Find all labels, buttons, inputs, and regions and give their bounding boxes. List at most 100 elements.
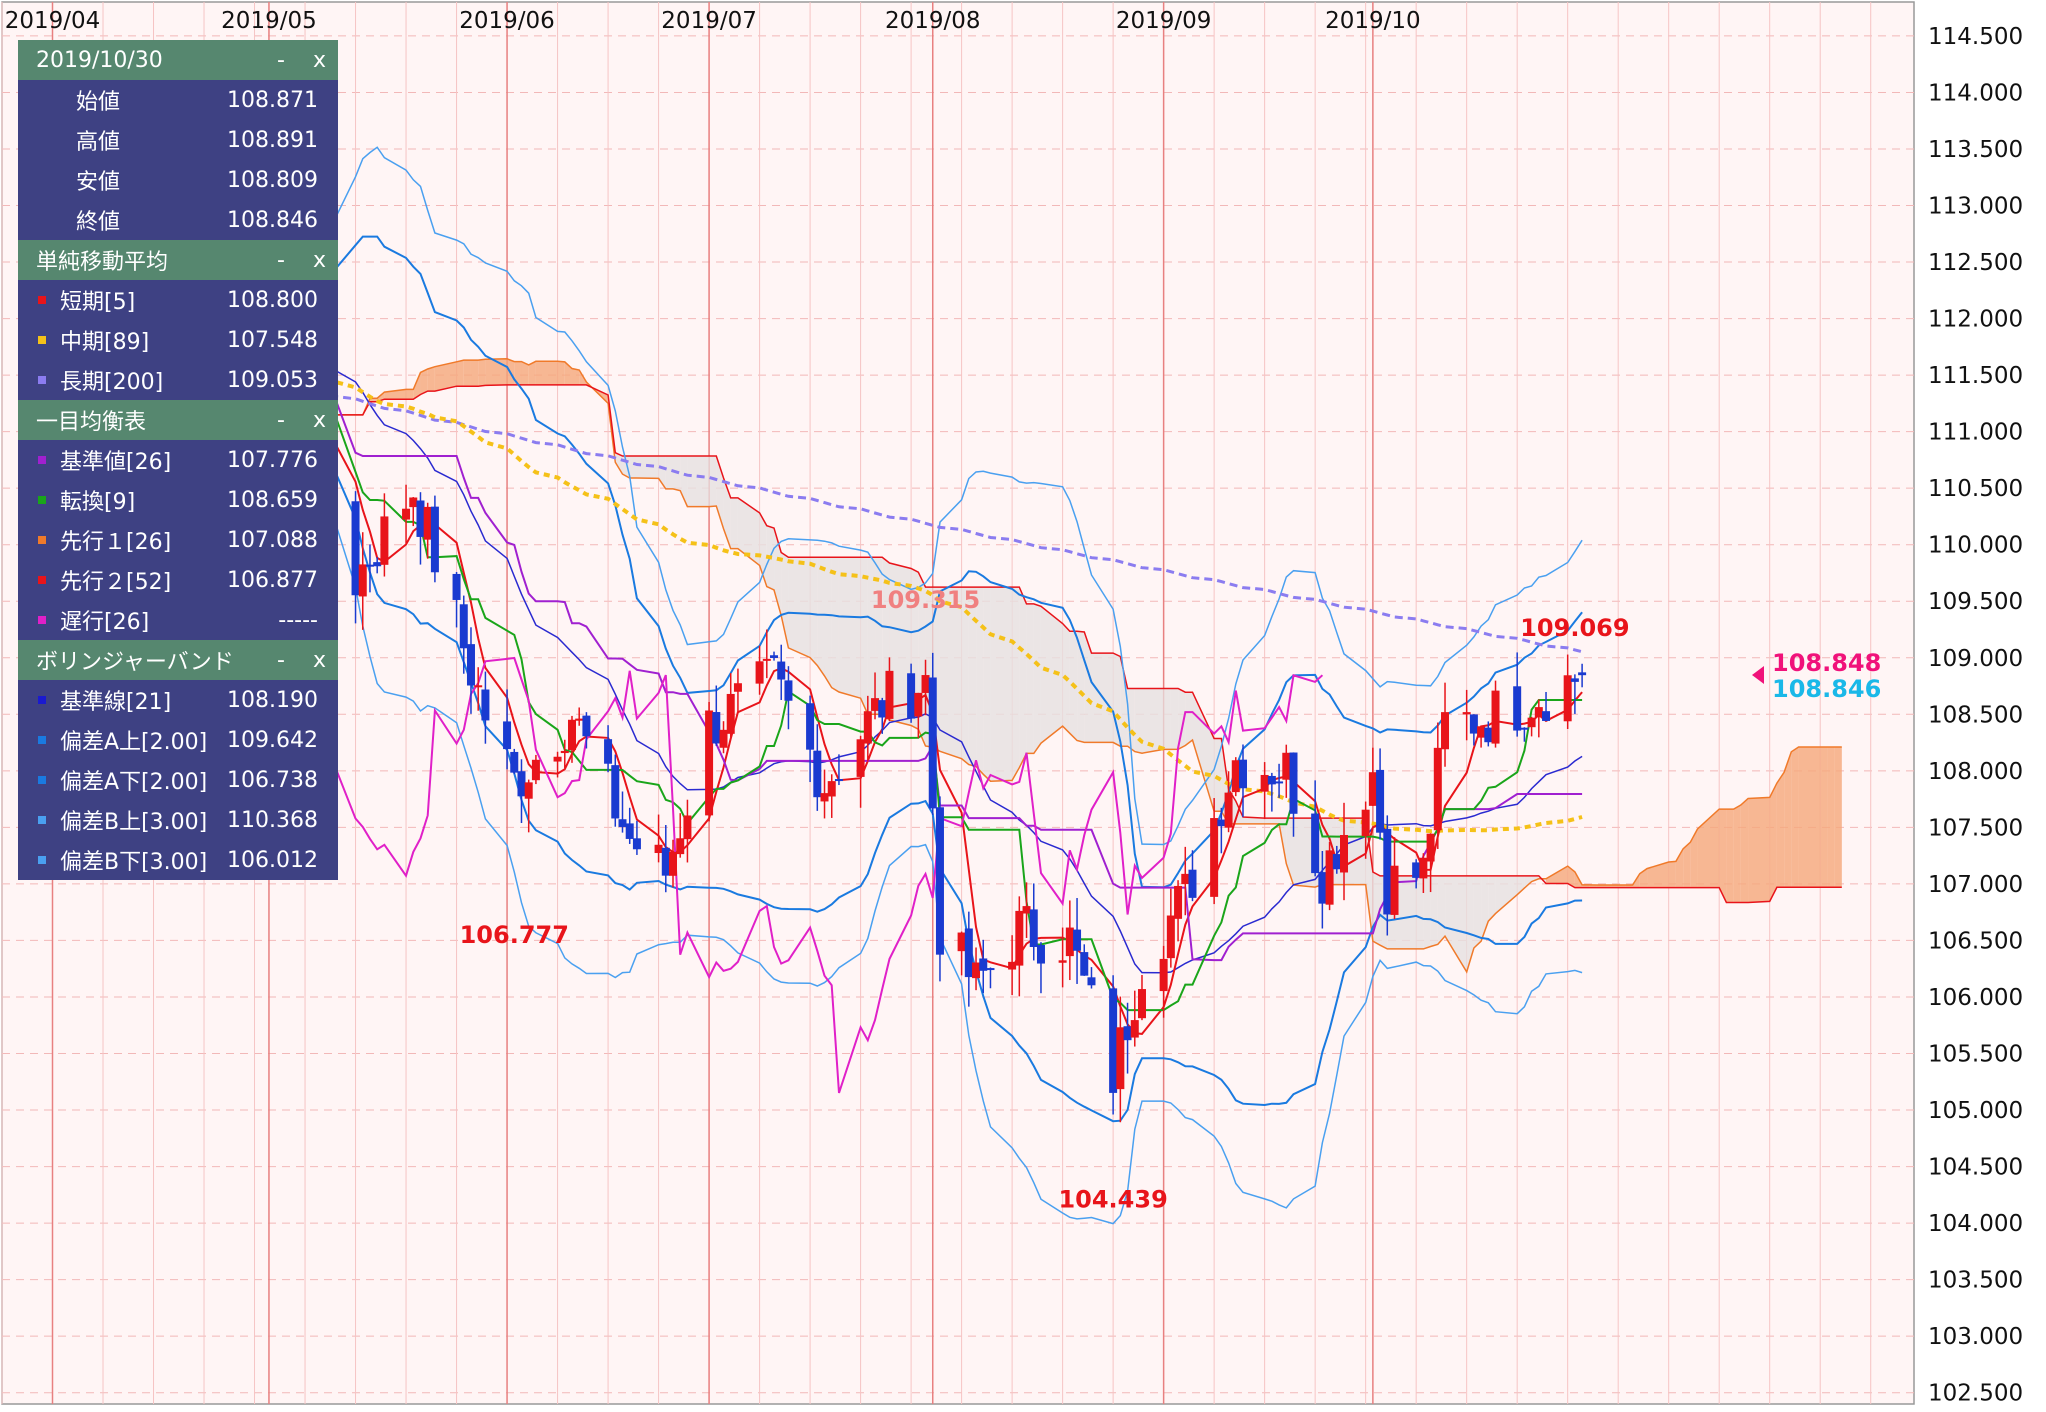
ichimoku-cloud-segment xyxy=(571,368,580,385)
candle-body xyxy=(1260,774,1269,792)
ichimoku-cloud-segment xyxy=(831,557,839,693)
ichimoku-rows: 基準値[26] 107.776 転換[9] 108.659 先行１[26] 107.088… xyxy=(18,440,338,640)
ichimoku-cloud-segment xyxy=(1495,875,1518,914)
candle-body xyxy=(1181,873,1190,885)
panel-row: 偏差A上[2.00] 109.642 xyxy=(18,720,338,760)
candle-body xyxy=(459,604,468,649)
candle-body xyxy=(1376,769,1385,833)
y-tick-label: 107.000 xyxy=(1928,872,2023,898)
candle-body xyxy=(1080,952,1089,976)
candle-body xyxy=(986,968,995,971)
price-annotation: 108.846 xyxy=(1772,675,1881,703)
candle-body xyxy=(625,823,634,839)
panel-row: 遅行[26] ----- xyxy=(18,600,338,640)
ichimoku-cloud-segment xyxy=(1647,861,1669,888)
minimize-button[interactable]: - xyxy=(277,47,285,73)
ichimoku-cloud-segment xyxy=(1791,746,1799,888)
candle-body xyxy=(373,562,382,567)
panel-row: 偏差A下[2.00] 106.738 xyxy=(18,760,338,800)
row-label: 高値 xyxy=(76,130,121,155)
ichimoku-cloud-segment xyxy=(557,361,565,385)
ichimoku-cloud-segment xyxy=(478,359,486,387)
panel-row: 基準値[26] 107.776 xyxy=(18,440,338,480)
ichimoku-cloud-segment xyxy=(687,455,710,507)
candle-body xyxy=(705,710,714,816)
candle-body xyxy=(524,782,533,799)
panel-row: 偏差B下[3.00] 106.012 xyxy=(18,840,338,880)
ichimoku-cloud-segment xyxy=(1740,798,1749,903)
x-tick-label: 2019/10 xyxy=(1325,8,1421,34)
candle-body xyxy=(452,573,461,600)
candle-body xyxy=(632,838,641,850)
y-tick-label: 108.000 xyxy=(1928,759,2023,785)
ichimoku-cloud-segment xyxy=(1141,688,1164,754)
ichimoku-section-title: 一目均衡表 xyxy=(36,410,147,435)
ichimoku-cloud-segment xyxy=(983,587,991,782)
candle-body xyxy=(770,655,779,658)
ichimoku-cloud-segment xyxy=(636,455,659,479)
candle-body xyxy=(777,661,786,680)
sma-rows: 短期[5] 108.800 中期[89] 107.548 長期[200] 109.053 xyxy=(18,280,338,400)
close-button[interactable]: x xyxy=(312,47,326,73)
candle-body xyxy=(1275,781,1284,784)
row-value: 108.190 xyxy=(227,687,318,713)
row-value: 110.368 xyxy=(227,807,318,833)
candle-body xyxy=(1412,862,1421,878)
candle-body xyxy=(726,693,735,734)
candle-body xyxy=(1469,714,1478,734)
ichimoku-cloud-segment xyxy=(838,557,861,699)
candle-body xyxy=(820,793,829,802)
panel-row: 転換[9] 108.659 xyxy=(18,480,338,520)
x-tick-label: 2019/09 xyxy=(1116,8,1212,34)
ichimoku-cloud-segment xyxy=(615,452,623,475)
candle-body xyxy=(1477,726,1486,738)
ichimoku-cloud-segment xyxy=(629,455,637,478)
panel-row: 短期[5] 108.800 xyxy=(18,280,338,320)
ichimoku-cloud-segment xyxy=(1264,818,1272,824)
panel-row: 高値 108.891 xyxy=(18,120,338,160)
legend-dot xyxy=(38,376,46,384)
y-tick-label: 113.000 xyxy=(1928,194,2023,220)
candle-body xyxy=(964,928,973,978)
close-button[interactable]: x xyxy=(312,407,326,433)
ichimoku-cloud-segment xyxy=(535,361,558,385)
candle-body xyxy=(914,692,923,717)
bb-section-header: ボリンジャーバンド - x xyxy=(18,640,338,680)
candle-body xyxy=(1109,988,1118,1093)
close-button[interactable]: x xyxy=(312,647,326,673)
panel-row: 終値 108.846 xyxy=(18,200,338,240)
minimize-button[interactable]: - xyxy=(277,647,285,673)
ichimoku-cloud-segment xyxy=(1437,875,1446,945)
ichimoku-cloud-segment xyxy=(1033,603,1041,754)
row-label: 偏差B下[3.00] xyxy=(60,850,208,875)
ichimoku-cloud-segment xyxy=(521,361,529,385)
minimize-button[interactable]: - xyxy=(277,407,285,433)
candle-body xyxy=(618,819,627,827)
candle-body xyxy=(1368,772,1377,806)
price-annotation: 104.439 xyxy=(1058,1185,1167,1213)
senkou-span-b-line xyxy=(261,384,1842,904)
minimize-button[interactable]: - xyxy=(277,247,285,273)
close-button[interactable]: x xyxy=(312,247,326,273)
ichimoku-cloud-segment xyxy=(1466,875,1474,972)
row-label: 偏差B上[3.00] xyxy=(60,810,208,835)
row-label: 基準線[21] xyxy=(60,690,172,715)
candle-body xyxy=(1325,850,1334,905)
candle-body xyxy=(1513,686,1522,731)
row-value: 107.088 xyxy=(227,527,318,553)
ichimoku-cloud-segment xyxy=(889,563,912,726)
candle-body xyxy=(921,675,930,693)
candle-body xyxy=(683,815,692,840)
ichimoku-cloud-segment xyxy=(456,360,464,387)
candle-body xyxy=(1015,910,1024,966)
row-value: 108.659 xyxy=(227,487,318,513)
ichimoku-cloud-segment xyxy=(1214,738,1222,812)
candle-body xyxy=(365,564,374,567)
sma-section-title: 単純移動平均 xyxy=(36,250,169,275)
ichimoku-cloud-segment xyxy=(824,557,832,688)
y-tick-label: 113.500 xyxy=(1928,137,2023,163)
ichimoku-cloud-segment xyxy=(976,587,984,775)
bb-rows: 基準線[21] 108.190 偏差A上[2.00] 109.642 偏差A下[2.00… xyxy=(18,680,338,880)
row-value: 106.738 xyxy=(227,767,318,793)
ichimoku-cloud-segment xyxy=(1719,809,1727,903)
